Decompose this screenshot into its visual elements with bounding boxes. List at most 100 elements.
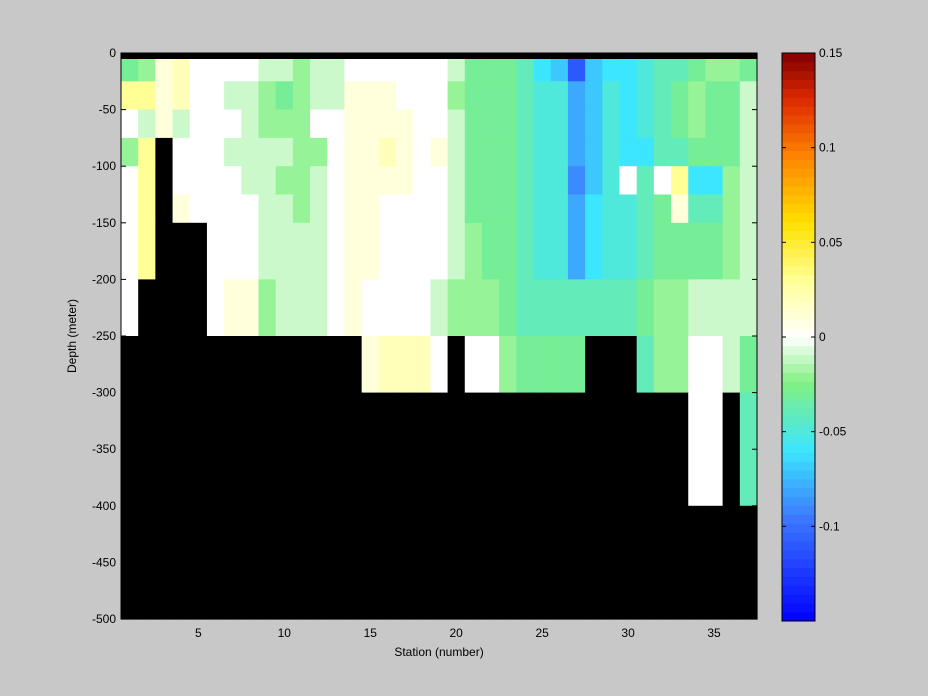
heatmap-cell <box>516 194 535 224</box>
heatmap-cell <box>292 336 311 394</box>
heatmap-cell <box>739 58 758 82</box>
colorbar-swatch <box>782 487 815 498</box>
heatmap-cell <box>516 392 535 507</box>
heatmap-cell <box>722 58 741 82</box>
heatmap-cell <box>688 109 707 139</box>
heatmap-cell <box>310 109 328 139</box>
heatmap-cell <box>533 58 552 82</box>
heatmap-cell <box>121 222 139 280</box>
colorbar-swatch <box>782 434 815 444</box>
heatmap-cell <box>327 505 346 620</box>
heatmap-cell <box>189 279 208 337</box>
heatmap-cell <box>533 505 552 620</box>
heatmap-cell <box>516 166 535 196</box>
heatmap-cell <box>327 336 346 394</box>
heatmap-cell <box>653 81 672 111</box>
heatmap-cell <box>172 392 191 507</box>
y-tick-label: -350 <box>92 442 116 456</box>
heatmap-cell <box>464 279 483 337</box>
heatmap-cell <box>688 392 707 507</box>
heatmap-cell <box>722 279 741 337</box>
heatmap-cell <box>430 81 449 111</box>
heatmap-cell <box>258 166 277 196</box>
heatmap-cell <box>138 222 156 280</box>
x-tick-label: 30 <box>621 626 635 640</box>
heatmap-cell <box>671 336 689 394</box>
heatmap-cell <box>241 109 260 139</box>
heatmap-cell <box>619 336 638 394</box>
heatmap-cell <box>636 58 655 82</box>
heatmap-cell <box>275 222 294 280</box>
heatmap-cell <box>413 137 432 167</box>
heatmap-cell <box>121 58 139 82</box>
heatmap-cell <box>172 194 191 224</box>
heatmap-cell <box>378 58 397 82</box>
colorbar-swatch <box>782 541 815 551</box>
heatmap-cell <box>378 137 397 167</box>
heatmap-cell <box>172 336 191 394</box>
colorbar-swatch <box>782 221 815 231</box>
heatmap-cell <box>430 505 449 620</box>
heatmap-cell <box>739 166 758 196</box>
colorbar-swatch <box>782 124 815 134</box>
heatmap-cell <box>138 505 156 620</box>
colorbar-swatch <box>782 248 815 258</box>
heatmap-cell <box>206 222 225 280</box>
heatmap-cell <box>224 505 242 620</box>
colorbar-swatch <box>782 97 815 107</box>
colorbar-swatch <box>782 106 815 116</box>
y-tick-label: -450 <box>92 555 116 569</box>
colorbar-swatch <box>782 363 815 373</box>
heatmap-cell <box>361 166 380 196</box>
y-tick-label: -250 <box>92 329 116 343</box>
heatmap-cell <box>653 279 672 337</box>
heatmap-cell <box>396 194 414 224</box>
heatmap-cell <box>619 137 638 167</box>
heatmap-cell <box>550 166 569 196</box>
surface-bar <box>121 53 757 59</box>
heatmap-cell <box>121 392 139 507</box>
heatmap-cell <box>619 58 638 82</box>
heatmap-cell <box>464 194 483 224</box>
heatmap-cell <box>327 194 346 224</box>
heatmap-cell <box>602 109 621 139</box>
x-axis: 5 10 15 20 25 30 35 <box>195 53 721 640</box>
heatmap-cell <box>533 279 552 337</box>
heatmap-cell <box>155 194 174 224</box>
heatmap-cell <box>739 109 758 139</box>
heatmap-cell <box>413 58 432 82</box>
heatmap-cell <box>653 392 672 507</box>
colorbar-swatch <box>782 319 815 329</box>
heatmap-cell <box>189 194 208 224</box>
y-tick-label: -50 <box>99 103 117 117</box>
colorbar-swatch <box>782 159 815 169</box>
heatmap-cell <box>705 392 724 507</box>
heatmap-cell <box>241 194 260 224</box>
heatmap-cell <box>464 392 483 507</box>
colorbar-swatch <box>782 399 815 409</box>
heatmap-cell <box>206 109 225 139</box>
heatmap-cell <box>258 58 277 82</box>
heatmap-cell <box>275 194 294 224</box>
heatmap-cell <box>310 505 328 620</box>
heatmap-cell <box>585 137 603 167</box>
x-tick-label: 35 <box>707 626 721 640</box>
colorbar-swatch <box>782 505 815 515</box>
heatmap-cell <box>224 336 242 394</box>
heatmap-cell <box>413 279 432 337</box>
heatmap-cell <box>671 194 689 224</box>
heatmap-cell <box>224 81 242 111</box>
heatmap-cell <box>602 166 621 196</box>
heatmap-cell <box>396 166 414 196</box>
heatmap-cell <box>310 279 328 337</box>
heatmap-cell <box>310 194 328 224</box>
colorbar-swatch <box>782 461 815 471</box>
heatmap-cell <box>241 505 260 620</box>
heatmap-cell <box>447 166 466 196</box>
heatmap-cell <box>447 81 466 111</box>
heatmap-cell <box>653 58 672 82</box>
heatmap-cell <box>327 279 346 337</box>
heatmap-cell <box>310 336 328 394</box>
colorbar-swatch <box>782 132 815 143</box>
heatmap-cell <box>241 166 260 196</box>
